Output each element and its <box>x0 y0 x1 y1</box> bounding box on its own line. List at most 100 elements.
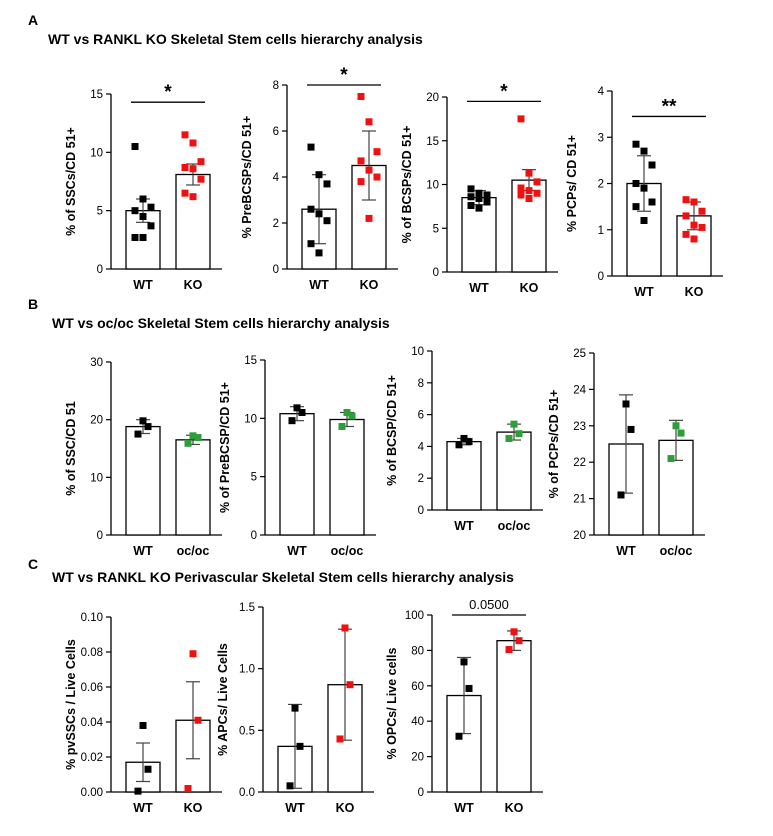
x-tick-label: KO <box>184 278 203 292</box>
y-tick-label: 3 <box>598 132 604 144</box>
data-point <box>307 205 315 213</box>
y-tick-label: 15 <box>244 355 257 367</box>
data-point <box>139 195 147 203</box>
x-tick-label: WT <box>287 544 307 558</box>
data-point <box>189 193 197 201</box>
y-tick-label: 2 <box>598 179 604 191</box>
data-point <box>517 115 525 123</box>
data-point <box>465 438 473 446</box>
y-tick-label: 6 <box>273 126 279 138</box>
data-point <box>483 198 491 206</box>
y-tick-label: 10 <box>90 472 103 484</box>
y-axis-label: % OPCs/ Live cells <box>385 648 399 760</box>
y-axis-label: % of SSC/CD 51 <box>64 401 78 496</box>
y-tick-label: 0.0 <box>239 787 255 799</box>
significance-label: 0.0500 <box>469 597 509 612</box>
y-tick-label: 2 <box>273 218 279 230</box>
data-point <box>505 434 513 442</box>
y-tick-label: 22 <box>573 457 586 469</box>
data-point <box>288 417 296 425</box>
data-point <box>455 732 463 740</box>
x-tick-label: WT <box>469 281 489 295</box>
y-tick-label: 100 <box>405 610 424 622</box>
y-tick-label: 4 <box>598 86 605 98</box>
x-tick-label: WT <box>133 801 153 815</box>
x-tick-label: oc/oc <box>331 544 364 558</box>
data-point <box>455 441 463 449</box>
data-point <box>323 180 331 188</box>
significance-label: * <box>500 81 508 102</box>
panel-title-a: WT vs RANKL KO Skeletal Stem cells hiera… <box>48 31 423 47</box>
data-point <box>640 184 648 192</box>
chart-a2: 0 2 4 6 8 % PreBCSPs/CD 51+ WT KO * <box>240 65 398 292</box>
y-tick-label: 15 <box>426 136 439 148</box>
x-tick-label: KO <box>520 281 539 295</box>
y-axis-label: % pvSSCs / Live Cells <box>64 639 78 770</box>
y-tick-label: 0 <box>433 267 439 279</box>
data-point <box>365 166 373 174</box>
data-point <box>307 143 315 151</box>
data-point <box>517 191 525 199</box>
x-tick-label: WT <box>616 544 636 558</box>
panel-title-c: WT vs RANKL KO Perivascular Skeletal Ste… <box>52 569 514 585</box>
chart-b4: 20 21 22 23 24 25 % of PCPs/CD 51+ WT oc/oc <box>547 348 705 558</box>
data-point <box>465 684 473 692</box>
data-point <box>323 217 331 225</box>
y-tick-label: 15 <box>90 89 103 101</box>
data-point <box>533 178 541 186</box>
y-tick-label: 20 <box>426 92 439 104</box>
data-point <box>622 400 630 408</box>
y-tick-label: 21 <box>573 494 586 506</box>
y-tick-label: 0.04 <box>81 717 104 729</box>
bar-wt <box>125 425 161 536</box>
data-point <box>147 222 155 230</box>
data-point <box>181 189 189 197</box>
y-tick-label: 20 <box>573 530 586 542</box>
chart-b2: 0 5 10 15 % of PreBCSP/CD 51+ WT oc/oc <box>218 355 376 558</box>
data-point <box>341 624 349 632</box>
y-tick-label: 5 <box>97 206 103 218</box>
x-tick-label: WT <box>285 801 305 815</box>
data-point <box>515 430 523 438</box>
significance-label: * <box>340 65 348 86</box>
data-point <box>672 422 680 430</box>
data-point <box>632 203 640 211</box>
y-tick-label: 0.00 <box>81 787 103 799</box>
y-tick-label: 0 <box>273 264 279 276</box>
data-point <box>144 765 152 773</box>
data-point <box>291 704 299 712</box>
data-point <box>627 425 635 433</box>
data-point <box>139 213 147 220</box>
y-tick-label: 0.06 <box>81 682 103 694</box>
y-axis-label: % APCs/ Live Cells <box>216 643 230 756</box>
data-point <box>357 93 365 100</box>
data-point <box>346 681 354 689</box>
y-axis-label: % of BCSPs/CD 51+ <box>400 126 414 244</box>
data-point <box>632 140 640 148</box>
y-tick-label: 8 <box>273 80 279 92</box>
y-tick-label: 25 <box>573 348 586 360</box>
data-point <box>460 658 468 666</box>
data-point <box>315 171 323 179</box>
y-tick-label: 8 <box>418 378 424 390</box>
data-point <box>698 223 706 231</box>
data-point <box>640 217 648 224</box>
data-point <box>475 189 483 197</box>
chart-c1: 0.00 0.02 0.04 0.06 0.08 0.10 % pvSSCs / Live … <box>64 612 222 815</box>
y-tick-label: 0.10 <box>81 612 103 624</box>
data-point <box>336 735 344 743</box>
data-point <box>365 214 373 222</box>
data-point <box>189 139 197 147</box>
data-point <box>189 650 197 658</box>
x-tick-label: oc/oc <box>498 519 531 533</box>
data-point <box>682 212 690 220</box>
data-point <box>460 434 468 442</box>
data-point <box>286 782 294 790</box>
y-tick-label: 1.0 <box>239 664 255 676</box>
chart-a4: 0 1 2 3 4 % PCPs/ CD 51+ WT KO ** <box>565 86 723 299</box>
data-point <box>307 240 315 248</box>
data-point <box>698 207 706 215</box>
data-point <box>131 207 139 215</box>
data-point <box>144 423 152 431</box>
bar-ko <box>496 640 532 793</box>
